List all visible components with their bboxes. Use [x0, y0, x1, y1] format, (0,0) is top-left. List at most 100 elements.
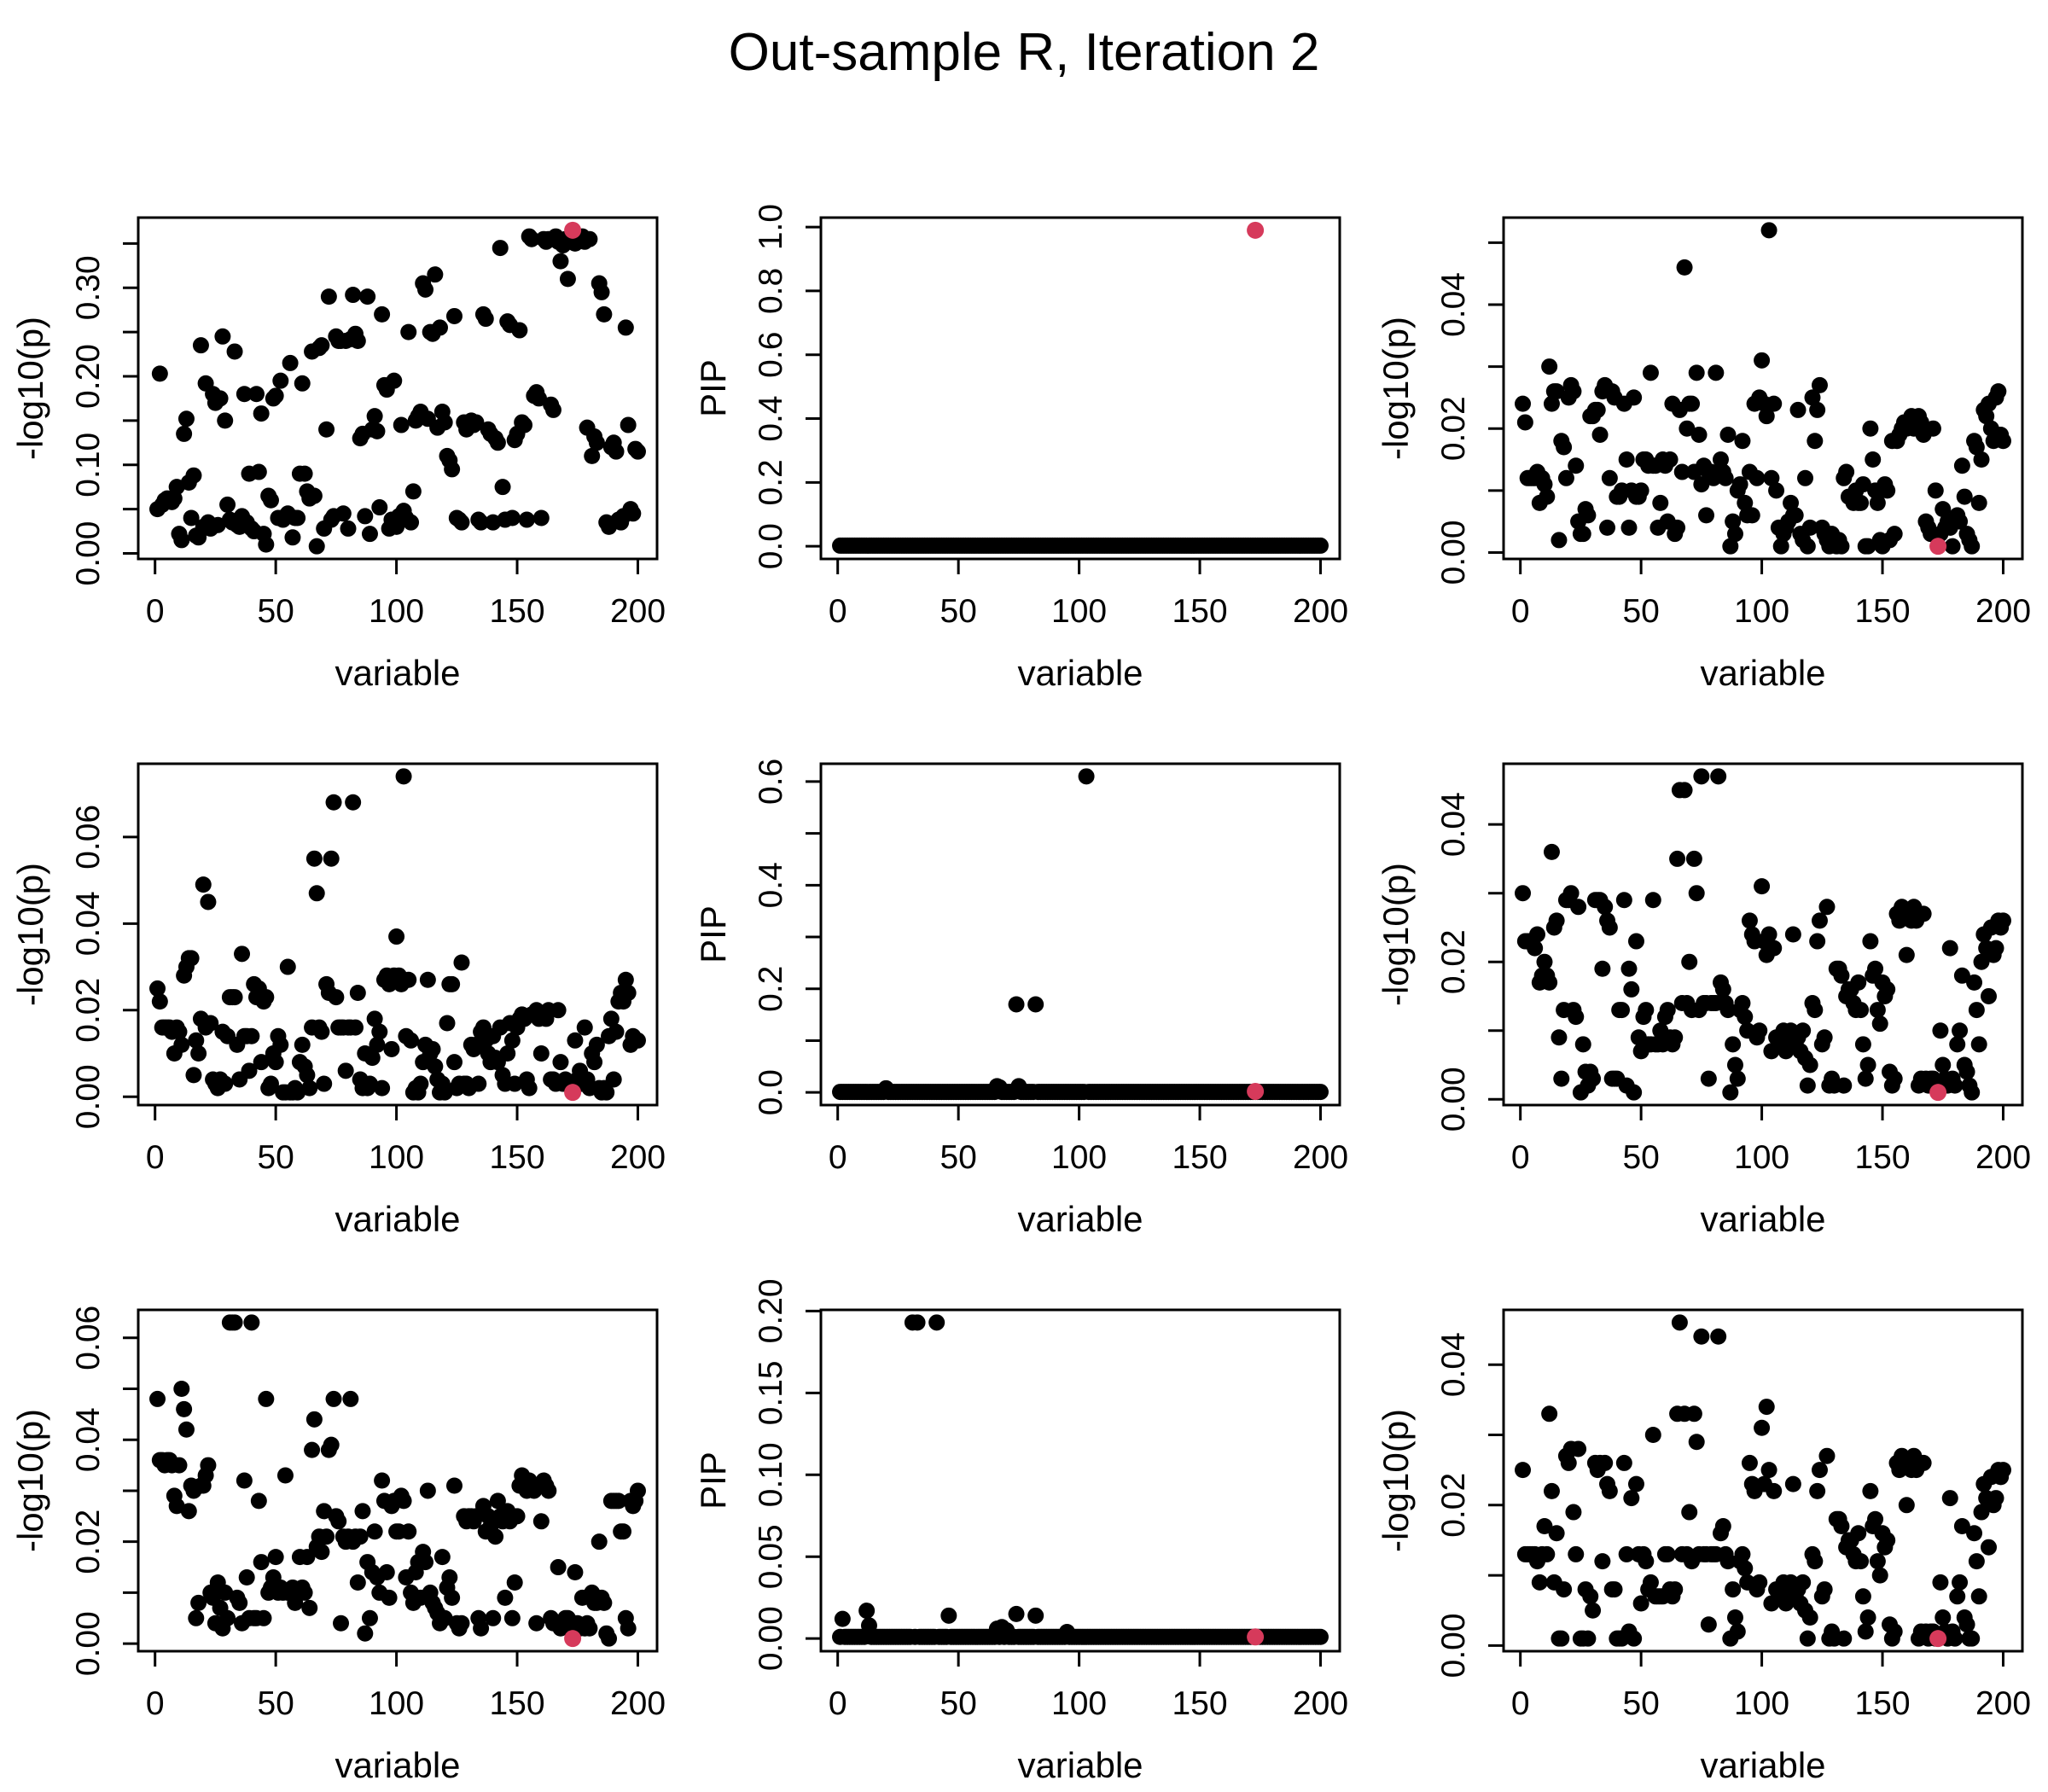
x-axis-title: variable — [1700, 1745, 1825, 1785]
data-point — [1741, 1454, 1758, 1471]
data-point — [1726, 1609, 1743, 1626]
data-point — [323, 850, 340, 867]
data-point — [369, 422, 386, 439]
x-tick-label: 100 — [1051, 1139, 1107, 1176]
data-point — [1990, 383, 2007, 400]
data-point — [544, 401, 561, 418]
data-point — [453, 954, 470, 971]
data-point — [1886, 1070, 1903, 1087]
data-point — [444, 1589, 461, 1606]
data-point — [200, 1457, 217, 1474]
data-point — [1857, 1623, 1874, 1640]
data-point — [305, 487, 323, 504]
x-tick-label: 150 — [1172, 1685, 1227, 1722]
x-tick-label: 100 — [1051, 1685, 1107, 1722]
data-point — [1949, 1588, 1966, 1605]
data-point — [1516, 414, 1533, 431]
data-point — [1652, 494, 1669, 511]
data-point — [1556, 1581, 1573, 1598]
data-point — [1589, 401, 1606, 418]
data-point — [1953, 1517, 1970, 1534]
x-axis-title: variable — [335, 653, 460, 693]
data-point — [1784, 926, 1801, 943]
data-point — [497, 1589, 514, 1606]
data-point — [1580, 1630, 1597, 1647]
y-tick-label: 0.04 — [1435, 1332, 1472, 1397]
data-point — [1582, 1588, 1599, 1605]
data-point — [419, 1482, 436, 1499]
data-point — [1871, 1567, 1888, 1584]
data-point — [1869, 1002, 1886, 1019]
data-point — [417, 1554, 434, 1571]
data-point — [1958, 1616, 1975, 1633]
data-point — [1763, 469, 1780, 486]
data-point — [1667, 1581, 1684, 1598]
data-point — [1536, 476, 1553, 493]
data-point — [345, 794, 362, 811]
data-point — [1710, 768, 1727, 785]
x-tick-label: 50 — [1622, 1685, 1659, 1722]
data-point — [1853, 1553, 1870, 1570]
data-point — [1644, 1427, 1661, 1444]
data-point — [629, 1482, 646, 1499]
data-point — [1548, 912, 1565, 929]
data-point — [518, 511, 535, 528]
data-point — [1568, 1545, 1585, 1562]
data-point — [530, 390, 547, 407]
data-point — [272, 372, 289, 389]
data-point — [403, 1032, 420, 1049]
data-point — [1700, 1616, 1717, 1633]
data-point — [1632, 1595, 1649, 1612]
data-point — [325, 1390, 342, 1407]
data-point — [176, 1400, 193, 1417]
data-point — [1714, 1517, 1731, 1534]
data-point — [374, 305, 391, 323]
data-point — [1758, 1399, 1775, 1416]
data-point — [1714, 980, 1731, 998]
data-point — [419, 971, 436, 988]
data-point — [1865, 451, 1882, 468]
data-point — [1964, 538, 1981, 555]
data-point — [1574, 1036, 1591, 1053]
data-point — [1669, 519, 1686, 536]
data-point — [1935, 1056, 1952, 1073]
y-tick-label: 0.6 — [753, 332, 789, 378]
data-point — [346, 1019, 364, 1036]
data-point — [258, 536, 275, 553]
data-point — [1879, 1532, 1896, 1549]
y-tick-label: 1.0 — [753, 204, 789, 250]
y-tick-label: 0.4 — [753, 395, 789, 441]
y-tick-label: 0.05 — [753, 1524, 789, 1589]
data-point — [301, 1599, 318, 1616]
data-point — [503, 1609, 521, 1626]
data-point — [581, 230, 598, 247]
data-point — [1671, 1314, 1688, 1331]
data-point — [605, 1071, 622, 1088]
data-point — [1722, 1084, 1739, 1101]
data-point — [615, 1523, 632, 1540]
data-point — [1799, 538, 1816, 555]
data-point — [183, 509, 200, 527]
data-point — [617, 319, 634, 336]
data-point — [1615, 1454, 1632, 1471]
x-tick-label: 0 — [1511, 1139, 1530, 1176]
data-point — [1898, 1497, 1915, 1514]
data-point — [470, 1075, 487, 1092]
highlight-point — [1247, 1628, 1265, 1646]
data-point — [1968, 439, 1985, 456]
data-point — [1606, 1581, 1623, 1598]
scatter-panel-r3c1: 0 50 100 150 200 0.00 0.02 0.04 0.06 variable -log… — [10, 1306, 666, 1785]
data-point — [1952, 513, 1969, 530]
data-point — [188, 1609, 205, 1626]
data-point — [1964, 1084, 1981, 1101]
data-point — [173, 1036, 190, 1053]
data-point — [1836, 1077, 1853, 1094]
data-point — [540, 1482, 557, 1499]
data-point — [253, 1554, 270, 1571]
data-point — [1312, 537, 1329, 554]
data-point — [1585, 1602, 1602, 1619]
data-point — [1710, 1328, 1727, 1345]
data-point — [1871, 1015, 1888, 1033]
data-point — [354, 1503, 371, 1520]
data-point — [1748, 469, 1766, 486]
